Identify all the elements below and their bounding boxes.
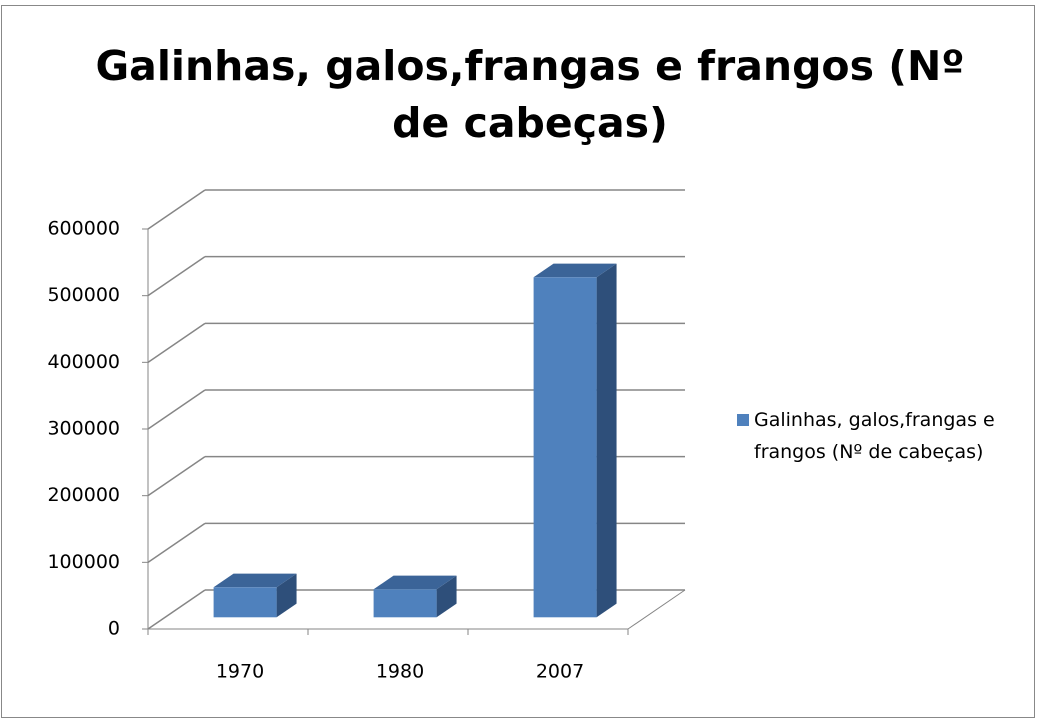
- bar-top: [533, 263, 617, 278]
- bar: [533, 277, 597, 618]
- bar-top: [373, 575, 457, 590]
- grid-line: [147, 256, 206, 297]
- y-tick-label: 600000: [47, 218, 120, 240]
- grid-line: [147, 322, 206, 363]
- y-tick-label: 100000: [47, 551, 120, 573]
- bar-side: [436, 575, 457, 618]
- chart-title: Galinhas, galos,frangas e frangos (Nº de…: [95, 42, 965, 147]
- bar-side: [276, 573, 297, 618]
- x-tick-label: 2007: [536, 661, 584, 683]
- bar-side: [596, 263, 617, 618]
- bar-top: [213, 573, 297, 588]
- frame: [1, 5, 1035, 718]
- x-tick-label: 1970: [216, 661, 264, 683]
- y-tick-label: 0: [108, 618, 120, 640]
- y-tick-label: 200000: [47, 484, 120, 506]
- grid-line: [147, 189, 206, 230]
- bar: [213, 587, 277, 618]
- bar: [373, 589, 437, 618]
- legend-swatch: [737, 414, 749, 426]
- grid-line: [147, 589, 206, 630]
- grid-line: [147, 522, 206, 563]
- floor-line: [627, 589, 686, 630]
- grid-line: [147, 389, 206, 430]
- y-tick-label: 300000: [47, 418, 120, 440]
- grid-line: [147, 456, 206, 497]
- x-tick-label: 1980: [376, 661, 424, 683]
- y-tick-label: 400000: [47, 351, 120, 373]
- y-tick-label: 500000: [47, 284, 120, 306]
- legend-label: Galinhas, galos,frangas e frangos (Nº de…: [754, 409, 995, 463]
